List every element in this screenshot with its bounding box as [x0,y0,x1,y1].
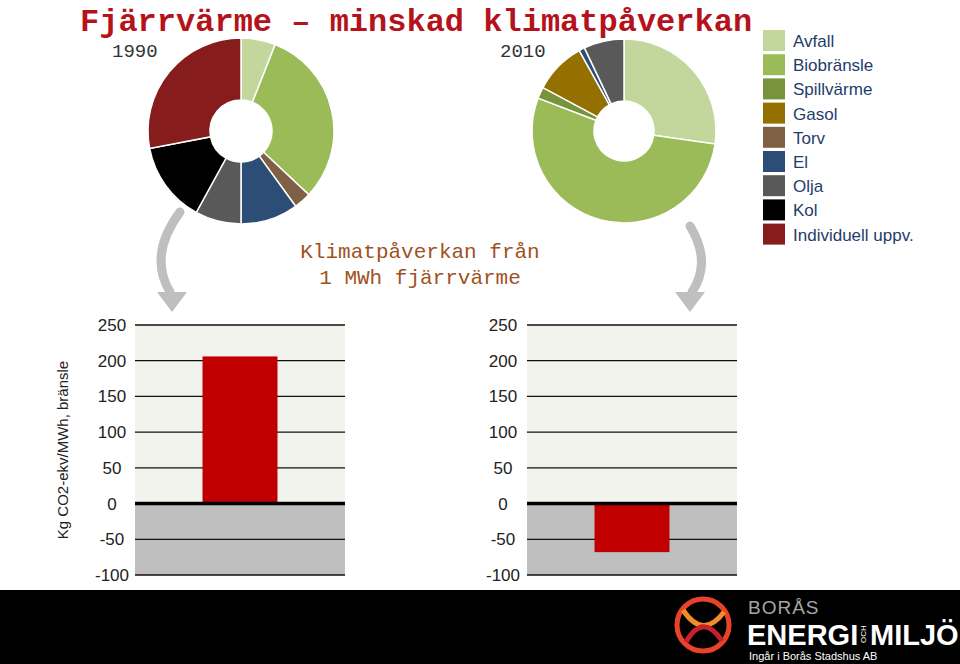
negative-area [527,504,737,575]
donut-slice [584,39,624,104]
bar [203,356,278,503]
grid-line [135,503,345,504]
legend-swatch [763,199,785,220]
grid-line [527,360,737,361]
grid-line [527,396,737,397]
grid-line [135,574,345,575]
donut-slice [150,137,226,213]
logo-text: MILJÖ [870,619,959,651]
plot-area [527,325,737,504]
y-tick-label: 200 [489,352,517,371]
donut-slice [532,98,715,223]
grid-line [527,574,737,575]
donut [532,39,716,223]
logo-swirl [683,610,724,626]
donut-slice [241,156,296,224]
pie-title: 1990 [112,41,158,63]
arrow-left [161,212,180,292]
y-tick-label: 50 [494,459,513,478]
legend-label: El [793,153,808,172]
bars [595,504,670,553]
logo-text: BORÅS [748,597,820,618]
legend-swatch [763,224,785,245]
donut-slice [148,38,241,148]
y-tick-label: 150 [98,387,126,406]
legend-swatch [763,78,785,99]
chart-subtitle: Klimatpåverkan från 1 MWh fjärrvärme [290,240,550,292]
legend-label: Individuell uppv. [793,226,914,245]
y-tick-label: 100 [98,423,126,442]
footer-band [0,590,960,664]
logo-ring [677,599,729,651]
legend-swatch [763,30,785,51]
y-tick-label: 250 [489,316,517,335]
bars [203,356,278,503]
zero-line [135,502,345,506]
grid-line [527,503,737,504]
y-tick-label: 100 [489,423,517,442]
plot-area [135,325,345,504]
y-axis-label: Kg CO2-ekv/MWh, bränsle [54,361,71,539]
y-tick-label: -50 [491,530,516,549]
arrow-right-head [675,292,705,312]
legend-swatch [763,175,785,196]
legend-label: Gasol [793,105,837,124]
grid-line [135,324,345,325]
y-tick-label: -100 [95,566,129,585]
donut-slice [624,39,716,144]
bar [595,504,670,553]
page: {"title": "Fjärrvärme – minskad klimatpå… [0,0,960,664]
grid-line [527,324,737,325]
y-tick-label: 0 [107,495,116,514]
logo-text: OCH [859,625,868,643]
logo-text: ENERGI [747,619,858,651]
logo-swirl [686,627,722,642]
y-tick-label: 150 [489,387,517,406]
main-title: Fjärrvärme – minskad klimatpåverkan [80,4,752,41]
grid-line [527,467,737,468]
legend-swatch [763,151,785,172]
chart-canvas: Fjärrvärme – minskad klimatpåverkan1990 2… [0,0,960,664]
logo-icon [677,599,729,651]
grid-line [135,539,345,540]
legend-swatch [763,103,785,124]
y-tick-label: 0 [498,495,507,514]
zero-line [527,502,737,506]
legend-label: Olja [793,177,824,196]
legend-label: Avfall [793,32,834,51]
arrow-right [690,226,702,292]
negative-area [135,504,345,575]
legend-swatch [763,127,785,148]
y-tick-label: 200 [98,352,126,371]
grid-line [527,431,737,432]
legend-label: Torv [793,129,826,148]
legend-label: Spillvärme [793,80,872,99]
pie-title: 2010 [500,41,546,63]
logo-tagline: Ingår i Borås Stadshus AB [749,650,877,662]
y-tick-label: -50 [100,530,125,549]
legend-label: Biobränsle [793,56,873,75]
legend-swatch [763,54,785,75]
donut [148,38,334,224]
legend-label: Kol [793,201,818,220]
arrow-left-head [157,292,187,312]
y-tick-label: 250 [98,316,126,335]
y-tick-label: -100 [486,566,520,585]
y-tick-label: 50 [103,459,122,478]
